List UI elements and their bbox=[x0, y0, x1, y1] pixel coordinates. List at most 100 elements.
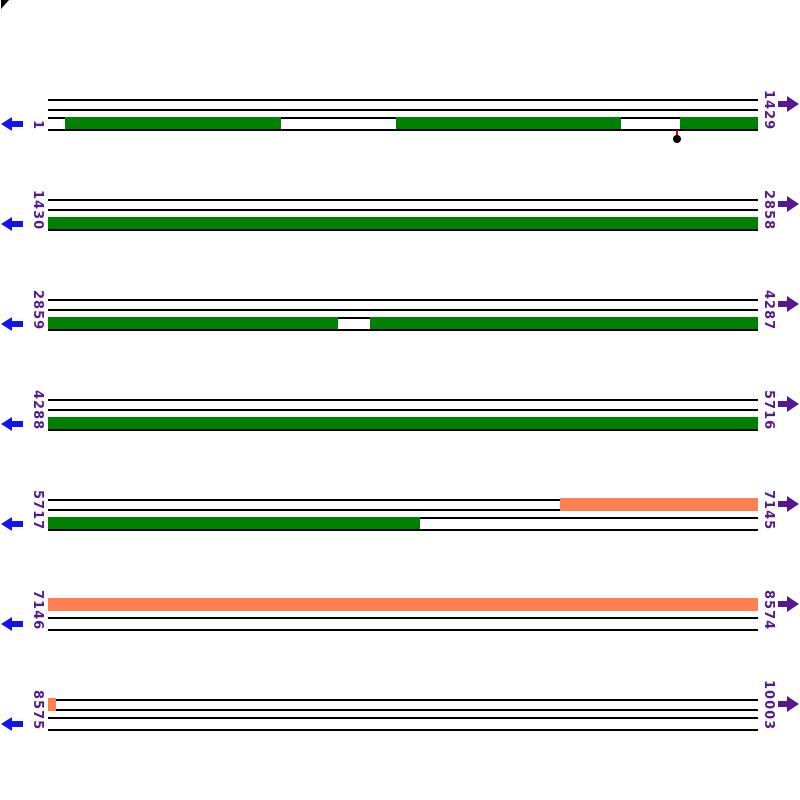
right-arrow-icon[interactable] bbox=[778, 296, 799, 312]
right-arrow-head bbox=[787, 496, 799, 512]
row-start-coordinate: 5717 bbox=[30, 489, 45, 530]
left-arrow-head bbox=[1, 617, 12, 631]
frame-line bbox=[48, 729, 758, 731]
right-arrow-icon[interactable] bbox=[778, 196, 799, 212]
row-end-coordinate: 2858 bbox=[761, 189, 776, 230]
right-arrow-icon[interactable] bbox=[778, 496, 799, 512]
feature-marker-dot[interactable] bbox=[673, 135, 681, 143]
sequence-row: 1 1429 bbox=[0, 90, 800, 145]
sequence-row: 2859 4287 bbox=[0, 290, 800, 345]
row-start-coordinate: 4288 bbox=[30, 389, 45, 430]
left-arrow-head bbox=[1, 417, 12, 431]
right-arrow-shaft bbox=[778, 301, 788, 307]
right-arrow-shaft bbox=[778, 501, 788, 507]
frame-line bbox=[48, 299, 758, 301]
row-start-coordinate: 1430 bbox=[30, 189, 45, 230]
right-arrow-shaft bbox=[778, 401, 788, 407]
right-arrow-shaft bbox=[778, 601, 788, 607]
row-start-coordinate: 8575 bbox=[30, 689, 45, 730]
frame-line bbox=[48, 329, 758, 331]
left-arrow-shaft bbox=[11, 621, 23, 627]
frame-line bbox=[48, 209, 758, 211]
row-end-coordinate: 4287 bbox=[761, 289, 776, 330]
left-arrow-head bbox=[1, 217, 12, 231]
right-arrow-head bbox=[787, 296, 799, 312]
row-start-coordinate: 2859 bbox=[30, 289, 45, 330]
right-arrow-icon[interactable] bbox=[778, 596, 799, 612]
sequence-row: 5717 7145 bbox=[0, 490, 800, 545]
right-arrow-head bbox=[787, 96, 799, 112]
row-end-coordinate: 5716 bbox=[761, 389, 776, 430]
alignment-track bbox=[48, 99, 758, 143]
alignment-segment[interactable] bbox=[48, 698, 56, 711]
frame-line bbox=[48, 429, 758, 431]
alignment-segment[interactable] bbox=[370, 317, 758, 329]
left-arrow-icon[interactable] bbox=[1, 617, 23, 631]
frame-line bbox=[48, 709, 758, 711]
frame-line bbox=[48, 617, 758, 619]
sequence-row: 8575 10003 bbox=[0, 680, 800, 745]
frame-line bbox=[48, 109, 758, 111]
alignment-segment[interactable] bbox=[48, 217, 758, 229]
row-end-coordinate: 10003 bbox=[761, 679, 776, 730]
left-arrow-head bbox=[1, 717, 12, 731]
alignment-track bbox=[48, 299, 758, 333]
right-arrow-head bbox=[787, 396, 799, 412]
alignment-segment[interactable] bbox=[396, 117, 621, 129]
frame-line bbox=[48, 309, 758, 311]
right-arrow-shaft bbox=[778, 201, 788, 207]
sequence-row: 7146 8574 bbox=[0, 590, 800, 645]
left-arrow-shaft bbox=[11, 521, 23, 527]
frame-line bbox=[48, 409, 758, 411]
alignment-segment[interactable] bbox=[48, 417, 758, 429]
alignment-track bbox=[48, 399, 758, 433]
left-arrow-shaft bbox=[11, 121, 23, 127]
alignment-segment[interactable] bbox=[65, 117, 281, 129]
alignment-segment[interactable] bbox=[680, 117, 758, 129]
frame-line bbox=[48, 99, 758, 101]
left-arrow-icon[interactable] bbox=[1, 417, 23, 431]
left-arrow-shaft bbox=[11, 321, 23, 327]
left-arrow-icon[interactable] bbox=[1, 517, 23, 531]
right-arrow-icon[interactable] bbox=[778, 396, 799, 412]
right-arrow-head bbox=[787, 196, 799, 212]
alignment-segment[interactable] bbox=[48, 517, 420, 529]
alignment-track bbox=[48, 598, 758, 633]
left-arrow-icon[interactable] bbox=[1, 117, 23, 131]
row-start-coordinate: 1 bbox=[30, 119, 45, 130]
frame-line bbox=[48, 199, 758, 201]
right-arrow-shaft bbox=[778, 101, 788, 107]
alignment-track bbox=[48, 498, 758, 533]
alignment-track bbox=[48, 698, 758, 733]
feature-marker-stem bbox=[676, 130, 678, 136]
left-arrow-icon[interactable] bbox=[1, 717, 23, 731]
left-arrow-head bbox=[1, 517, 12, 531]
alignment-segment[interactable] bbox=[560, 498, 758, 511]
frame-line bbox=[48, 699, 758, 701]
alignment-track bbox=[48, 199, 758, 233]
sequence-row: 4288 5716 bbox=[0, 390, 800, 445]
sequence-row: 1430 2858 bbox=[0, 190, 800, 245]
frame-line bbox=[48, 717, 758, 719]
frame-line bbox=[48, 499, 758, 501]
alignment-segment[interactable] bbox=[48, 598, 758, 611]
left-arrow-head bbox=[1, 317, 12, 331]
frame-line bbox=[48, 229, 758, 231]
left-arrow-shaft bbox=[11, 221, 23, 227]
frame-line bbox=[48, 129, 758, 131]
right-arrow-icon[interactable] bbox=[778, 696, 799, 712]
left-arrow-icon[interactable] bbox=[1, 317, 23, 331]
right-arrow-icon[interactable] bbox=[778, 96, 799, 112]
frame-line bbox=[48, 509, 758, 511]
alignment-segment[interactable] bbox=[48, 317, 338, 329]
row-end-coordinate: 7145 bbox=[761, 489, 776, 530]
right-arrow-head bbox=[787, 596, 799, 612]
row-end-coordinate: 1429 bbox=[761, 89, 776, 130]
right-arrow-shaft bbox=[778, 701, 788, 707]
left-arrow-shaft bbox=[11, 421, 23, 427]
left-arrow-head bbox=[1, 117, 12, 131]
row-end-coordinate: 8574 bbox=[761, 589, 776, 630]
left-arrow-icon[interactable] bbox=[1, 217, 23, 231]
frame-line bbox=[48, 399, 758, 401]
